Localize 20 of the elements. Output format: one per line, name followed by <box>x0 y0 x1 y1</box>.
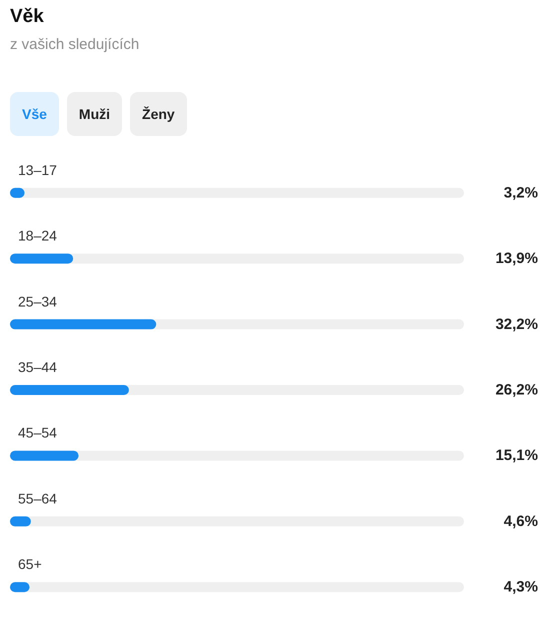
tab-button[interactable]: Ženy <box>130 92 187 136</box>
tab-button[interactable]: Muži <box>66 92 122 136</box>
data-label: 26,2% <box>495 382 538 398</box>
data-label: 4,6% <box>504 512 538 530</box>
data-label: 32,2% <box>495 316 538 333</box>
y-tick-label: 45–54 <box>18 424 58 441</box>
y-tick-label: 55–64 <box>18 490 58 506</box>
y-tick-label: 25–34 <box>18 293 58 310</box>
y-tick-label: 35–44 <box>18 359 58 375</box>
data-label: 4,3% <box>504 578 538 596</box>
bar <box>10 450 79 461</box>
chart-subtitle: z vašich sledujících <box>10 36 140 53</box>
y-tick-label: 18–24 <box>18 228 58 244</box>
data-label: 15,1% <box>495 447 538 464</box>
data-label: 3,2% <box>504 184 538 202</box>
chart-title: Věk <box>10 6 44 28</box>
data-label: 13,9% <box>495 250 538 268</box>
bar <box>10 254 74 264</box>
y-tick-label: 13–17 <box>18 162 58 178</box>
y-tick-label: 65+ <box>18 556 42 572</box>
